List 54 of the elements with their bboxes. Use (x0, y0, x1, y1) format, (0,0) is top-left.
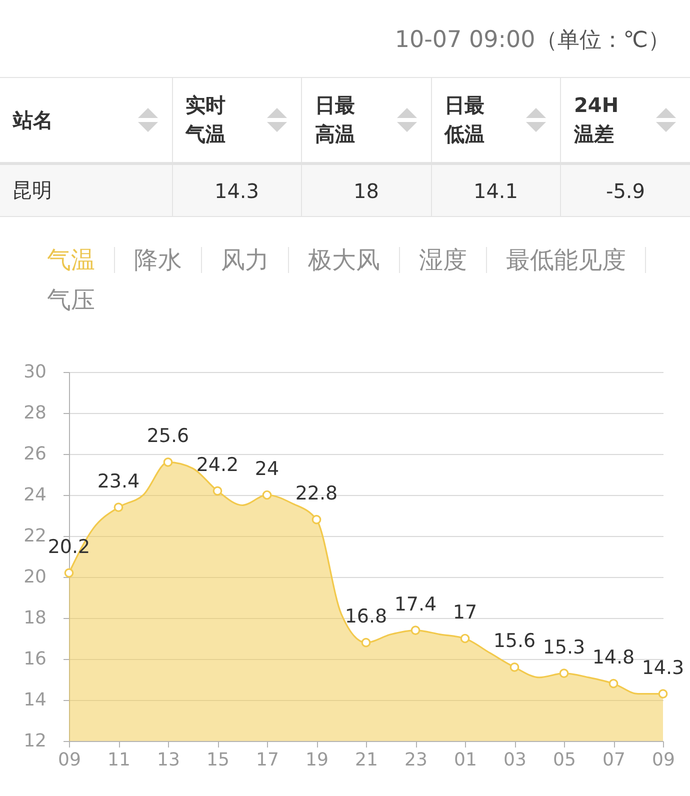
text: 昆明 (0, 164, 172, 216)
y-tick-label: 18 (24, 608, 46, 628)
x-tick-label: 17 (256, 750, 279, 770)
x-tick-label: 13 (157, 750, 180, 770)
category-label: 24H温差 (574, 92, 620, 148)
x-tick-label: 11 (108, 750, 130, 770)
data-label: 24 (254, 458, 280, 480)
category-label: 湿度 (419, 245, 467, 276)
data-label: 17 (452, 602, 478, 624)
x-tick-label: 21 (355, 750, 378, 770)
data-label: 14.1 (431, 164, 560, 216)
category-label: 实时气温 (186, 92, 226, 148)
text: 站名 (13, 106, 54, 134)
x-tick-label: 05 (553, 750, 576, 770)
category-label: 降水 (134, 245, 182, 276)
data-label: 25.6 (146, 425, 190, 448)
x-tick-label: 09 (652, 750, 675, 770)
y-tick-label: 22 (24, 526, 46, 546)
data-label: 14.3 (172, 164, 302, 216)
data-label: 23.4 (97, 470, 140, 492)
x-tick-label: 07 (602, 750, 626, 770)
text: （单位：℃） (535, 28, 670, 53)
x-tick-label: 15 (206, 750, 230, 770)
y-tick-label: 16 (24, 648, 46, 670)
category-label: 气温 (47, 245, 95, 276)
y-tick-label: 28 (24, 402, 46, 424)
category-label: 风力 (221, 245, 269, 276)
category-label: 日最低温 (444, 92, 486, 148)
data-label: 15.6 (493, 630, 536, 652)
y-tick-label: 26 (24, 444, 46, 464)
category-label: 气压 (47, 285, 95, 316)
x-tick-label: 03 (504, 750, 526, 770)
data-label: 14.3 (642, 656, 684, 679)
text: 10-07 09:00 (394, 27, 536, 53)
data-label: 15.3 (542, 636, 586, 658)
y-tick-label: 24 (24, 484, 46, 506)
y-tick-label: 20 (24, 566, 46, 588)
data-label: 14.8 (592, 646, 635, 669)
data-label: -5.9 (560, 164, 690, 216)
category-label: 日最高温 (315, 92, 356, 148)
category-label: 极大风 (308, 245, 380, 276)
data-label: 18 (302, 164, 431, 216)
data-label: 16.8 (344, 606, 388, 628)
data-label: 24.2 (196, 454, 239, 476)
data-label: 17.4 (394, 593, 437, 616)
y-tick-label: 14 (24, 690, 46, 710)
x-tick-label: 01 (454, 750, 477, 770)
x-tick-label: 09 (58, 750, 81, 770)
y-tick-label: 12 (24, 730, 46, 752)
data-label: 22.8 (295, 482, 338, 505)
category-label: 最低能见度 (506, 245, 626, 276)
x-tick-label: 19 (306, 750, 328, 770)
x-tick-label: 23 (404, 750, 428, 770)
y-tick-label: 30 (24, 362, 46, 382)
